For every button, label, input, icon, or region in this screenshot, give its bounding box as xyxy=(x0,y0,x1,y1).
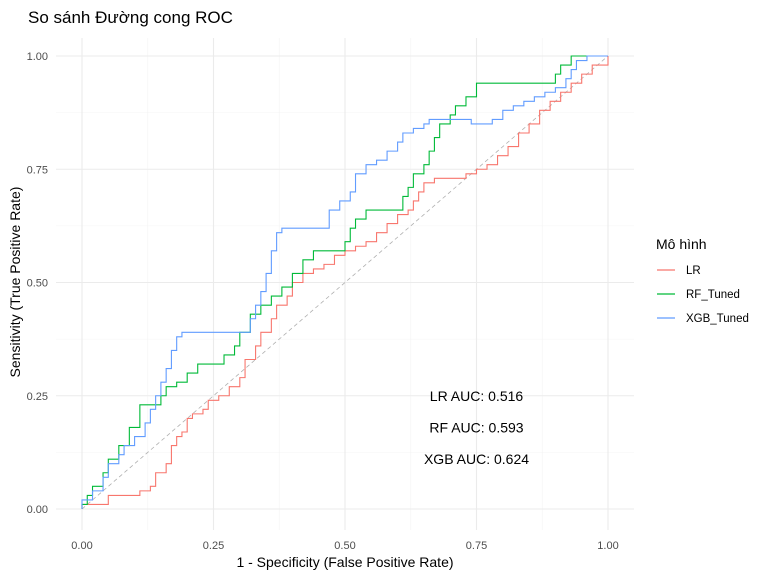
auc-annotation: RF AUC: 0.593 xyxy=(429,419,523,435)
y-axis-ticks: 0.00 0.25 0.50 0.75 1.00 xyxy=(27,51,48,516)
y-axis-title: Sensitivity (True Positive Rate) xyxy=(7,187,23,378)
x-tick-label: 0.50 xyxy=(334,540,355,552)
auc-annotations: LR AUC: 0.516 RF AUC: 0.593 XGB AUC: 0.624 xyxy=(424,388,529,467)
legend-label: LR xyxy=(686,265,701,277)
y-tick-label: 0.50 xyxy=(27,278,48,290)
x-tick-label: 0.75 xyxy=(466,540,487,552)
y-tick-label: 0.00 xyxy=(27,504,48,516)
legend-label: XGB_Tuned xyxy=(686,313,749,325)
chart-title: So sánh Đường cong ROC xyxy=(28,8,233,27)
y-tick-label: 0.75 xyxy=(27,164,48,176)
y-tick-label: 1.00 xyxy=(27,51,48,63)
x-tick-label: 0.00 xyxy=(71,540,92,552)
x-tick-label: 1.00 xyxy=(597,540,618,552)
plot-grid xyxy=(56,38,634,530)
x-axis-ticks: 0.00 0.25 0.50 0.75 1.00 xyxy=(71,540,618,552)
roc-curve-lr xyxy=(81,56,609,509)
legend-title: Mô hình xyxy=(656,236,707,252)
roc-curves xyxy=(81,55,609,509)
legend: Mô hình LR RF_Tuned XGB_Tuned xyxy=(656,236,749,325)
legend-label: RF_Tuned xyxy=(686,289,740,301)
x-tick-label: 0.25 xyxy=(203,540,224,552)
auc-annotation: LR AUC: 0.516 xyxy=(430,388,524,404)
auc-annotation: XGB AUC: 0.624 xyxy=(424,451,529,467)
reference-diagonal xyxy=(81,55,609,510)
y-tick-label: 0.25 xyxy=(27,391,48,403)
x-axis-title: 1 - Specificity (False Positive Rate) xyxy=(236,554,453,570)
roc-curve-xgb-tuned xyxy=(81,55,608,509)
